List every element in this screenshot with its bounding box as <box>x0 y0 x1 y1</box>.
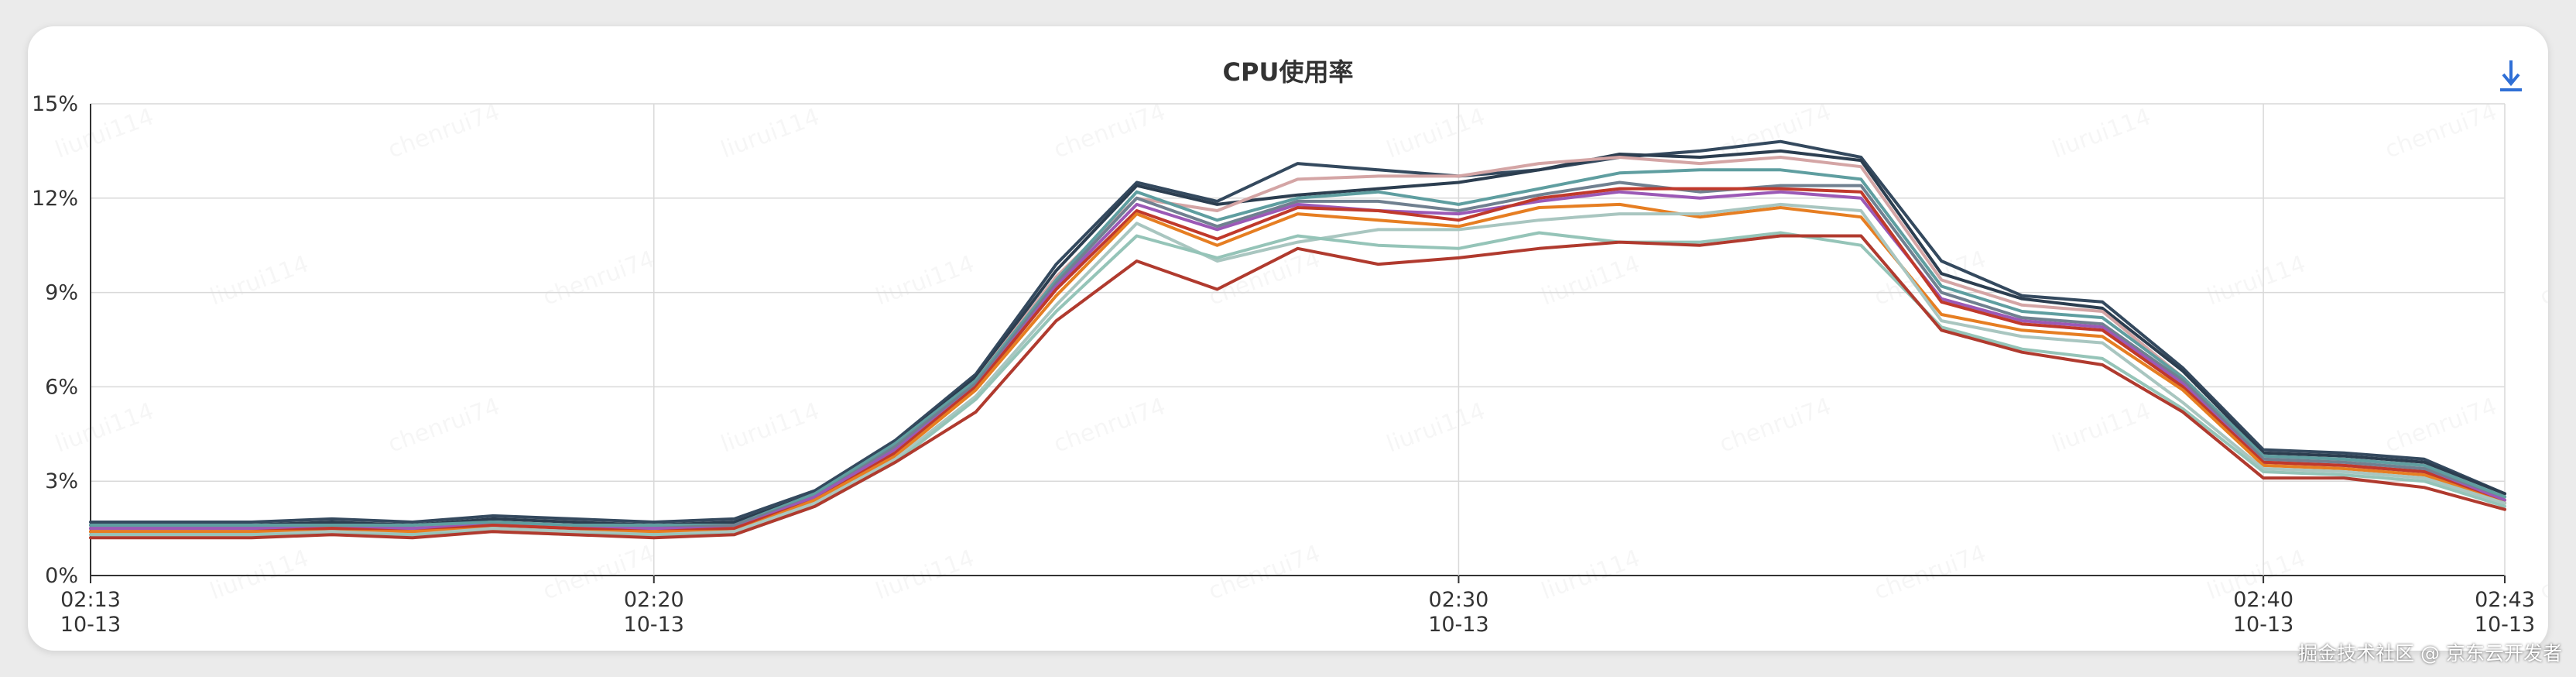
x-tick-time: 02:20 <box>624 588 684 612</box>
watermark-text: chenrui74 <box>2537 246 2548 311</box>
x-tick-date: 10-13 <box>60 613 121 637</box>
download-arrow-icon <box>2500 60 2522 91</box>
y-axis-ticks: 0% 3% 6% 9% 12% 15% <box>32 92 78 588</box>
series-line-2 <box>89 149 2506 527</box>
x-axis-ticks: 02:1310-1302:2010-1302:3010-1302:4010-13… <box>60 576 2535 637</box>
x-tick-date: 10-13 <box>2233 613 2293 637</box>
watermark-text: chenrui74 <box>1871 540 1990 605</box>
cpu-usage-chart-card: liurui114 chenrui74 liurui114 chenrui74 liur… <box>28 26 2548 651</box>
watermark-text: chenrui74 <box>385 393 504 458</box>
watermark-text: chenrui74 <box>1205 540 1324 605</box>
x-tick-time: 02:13 <box>60 588 121 612</box>
watermark-text: liurui114 <box>207 250 313 311</box>
series-line-4 <box>89 168 2506 527</box>
watermark-text: chenrui74 <box>2382 393 2501 458</box>
watermark-text: liurui114 <box>2049 397 2155 458</box>
watermark-text: liurui114 <box>52 397 158 458</box>
watermark-text: chenrui74 <box>1716 393 1835 458</box>
y-tick-label: 12% <box>32 187 78 211</box>
footer-watermark: 掘金技术社区 @ 京东云开发者 <box>2298 642 2562 665</box>
chart-title: CPU使用率 <box>1222 57 1354 87</box>
y-tick-label: 9% <box>45 281 78 305</box>
watermark-text: liurui114 <box>718 397 824 458</box>
watermark-text: liurui114 <box>718 103 824 163</box>
y-tick-label: 15% <box>32 92 78 116</box>
watermark-text: liurui114 <box>1383 103 1489 163</box>
watermark-text: liurui114 <box>2204 250 2310 311</box>
watermark-text: liurui114 <box>1538 250 1644 311</box>
x-tick-date: 10-13 <box>624 613 684 637</box>
x-tick-time: 02:40 <box>2233 588 2293 612</box>
series-line-1 <box>89 139 2506 524</box>
watermark-text: chenrui74 <box>385 98 504 163</box>
watermark-text: chenrui74 <box>2382 98 2501 163</box>
y-tick-label: 3% <box>45 469 78 493</box>
chart-plot: liurui114 chenrui74 liurui114 chenrui74 liur… <box>32 92 2548 637</box>
y-tick-label: 6% <box>45 375 78 399</box>
y-tick-label: 0% <box>45 564 78 588</box>
watermark-text: chenrui74 <box>540 246 659 311</box>
watermark-text: liurui114 <box>872 250 978 311</box>
x-tick-time: 02:30 <box>1429 588 1489 612</box>
watermark-text: chenrui74 <box>1050 98 1170 163</box>
series-line-9 <box>89 202 2506 537</box>
x-tick-date: 10-13 <box>2475 613 2535 637</box>
watermark-text: liurui114 <box>1383 397 1489 458</box>
x-tick-date: 10-13 <box>1428 613 1488 637</box>
series-layer <box>89 139 2506 540</box>
series-line-11 <box>89 234 2506 540</box>
download-button[interactable] <box>2496 56 2526 95</box>
x-tick-time: 02:43 <box>2475 588 2535 612</box>
series-line-7 <box>89 187 2506 534</box>
watermark-text: chenrui74 <box>2537 540 2548 605</box>
watermark-text: liurui114 <box>2049 103 2155 163</box>
watermark-text: chenrui74 <box>1050 393 1170 458</box>
